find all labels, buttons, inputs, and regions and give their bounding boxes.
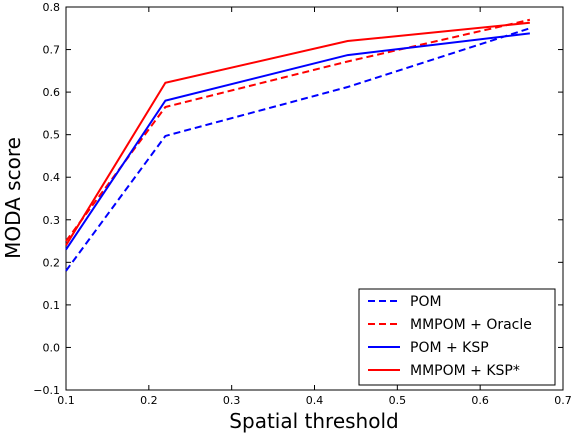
x-tick-label: 0.5 — [389, 394, 407, 407]
x-axis-label: Spatial threshold — [229, 409, 398, 433]
legend-label-2: POM + KSP — [410, 340, 489, 356]
y-tick-label: 0.7 — [43, 44, 61, 57]
y-tick-label: −0.1 — [33, 384, 60, 397]
ticks: 0.1 0.2 0.3 0.4 0.5 0.6 0.7 −0.1 0.0 0.1 0.2 0.3 0.4… — [33, 1, 571, 407]
series-layer — [65, 18, 531, 272]
y-tick-label: 0.0 — [43, 341, 61, 354]
y-tick-label: 0.3 — [43, 214, 61, 227]
x-tick-label: 0.4 — [306, 394, 324, 407]
y-tick-label: 0.6 — [43, 86, 61, 99]
series-line-3 — [65, 21, 530, 246]
series-line-2 — [65, 32, 530, 251]
x-tick-label: 0.3 — [223, 394, 241, 407]
y-tick-label: 0.5 — [43, 129, 61, 142]
y-axis-label: MODA score — [1, 137, 25, 259]
legend-label-0: POM — [410, 294, 442, 310]
x-tick-label: 0.7 — [554, 394, 572, 407]
legend: POM MMPOM + Oracle POM + KSP MMPOM + KSP* — [358, 288, 556, 386]
x-tick-label: 0.1 — [57, 394, 75, 407]
series-line-0 — [65, 27, 531, 272]
y-tick-label: 0.1 — [43, 299, 61, 312]
y-tick-label: 0.2 — [43, 256, 61, 269]
legend-label-1: MMPOM + Oracle — [410, 317, 532, 333]
y-tick-label: 0.4 — [43, 171, 61, 184]
legend-label-3: MMPOM + KSP* — [410, 363, 520, 379]
x-tick-label: 0.6 — [471, 394, 489, 407]
x-tick-label: 0.2 — [140, 394, 158, 407]
y-tick-label: 0.8 — [43, 1, 61, 14]
